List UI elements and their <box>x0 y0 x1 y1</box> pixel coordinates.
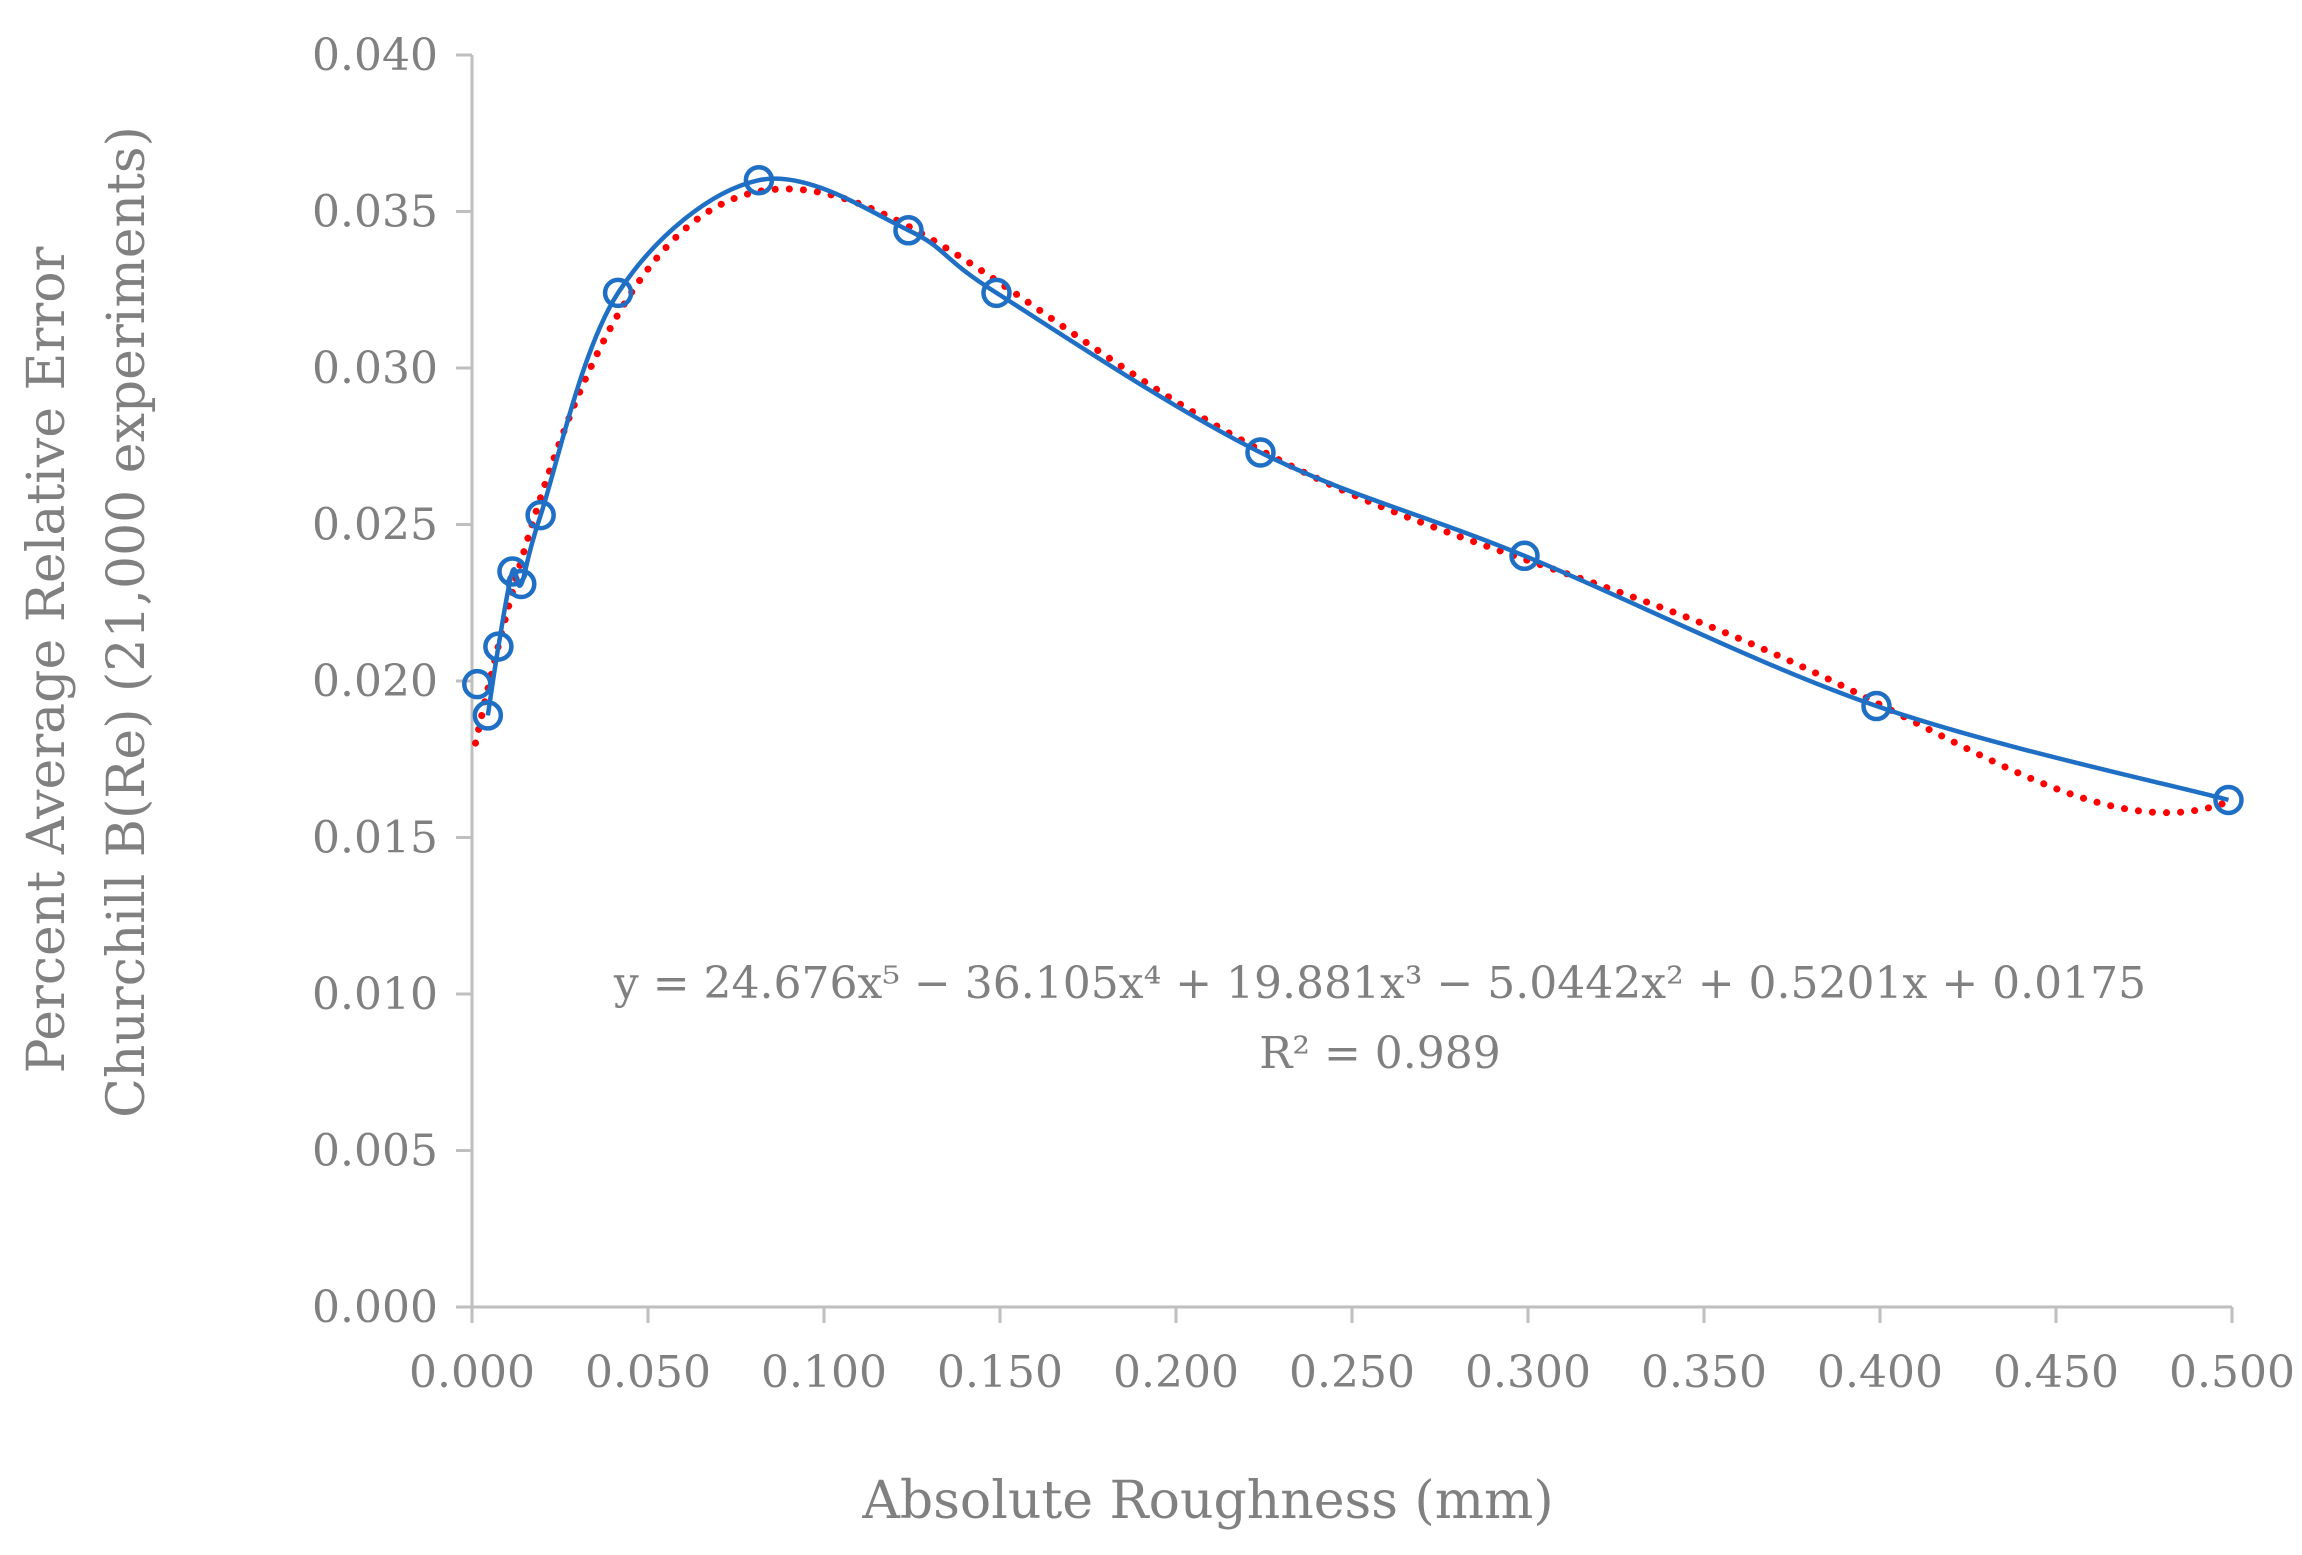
series-line <box>485 176 2230 803</box>
y-tick-label: 0.040 <box>312 30 438 81</box>
x-axis: 0.000 0.050 0.100 0.150 0.200 0.250 0.300 0.350… <box>409 1305 2295 1398</box>
x-tick-label: 0.350 <box>1641 1347 1767 1398</box>
polynomial-trendline <box>472 185 2232 817</box>
r-squared-label: R² = 0.989 <box>1259 1028 1501 1079</box>
x-tick-label: 0.050 <box>585 1347 711 1398</box>
y-tick-label: 0.025 <box>312 500 438 551</box>
data-point-marker <box>602 277 634 309</box>
data-point-marker <box>981 277 1012 309</box>
data-point-marker <box>472 700 504 731</box>
x-tick-labels: 0.000 0.050 0.100 0.150 0.200 0.250 0.300 0.350… <box>409 1307 2295 1398</box>
x-tick-label: 0.150 <box>937 1347 1063 1398</box>
data-point-marker <box>525 499 556 531</box>
trendline <box>472 185 2232 817</box>
y-axis-title-line-1: Percent Average Relative Error <box>17 246 77 1073</box>
x-tick-label: 0.100 <box>761 1347 887 1398</box>
data-point-marker <box>1861 690 1892 722</box>
data-point-marker <box>506 568 537 600</box>
x-tick-label: 0.250 <box>1289 1347 1415 1398</box>
y-axis: 0.000 0.005 0.010 0.015 0.020 0.025 0.030 0.035… <box>312 30 474 1333</box>
x-tick-label: 0.200 <box>1113 1347 1239 1398</box>
y-tick-label: 0.015 <box>312 813 438 864</box>
y-tick-labels: 0.000 0.005 0.010 0.015 0.020 0.025 0.030 0.035… <box>312 30 472 1333</box>
y-tick-label: 0.010 <box>312 969 438 1020</box>
data-point-marker <box>1245 437 1276 468</box>
x-tick-label: 0.500 <box>2169 1347 2295 1398</box>
y-axis-title-line-2: Churchill B(Re) (21,000 experiments) <box>97 126 157 1118</box>
data-point-marker <box>483 631 514 662</box>
data-point-marker <box>2213 784 2244 816</box>
data-point-marker <box>462 668 493 700</box>
x-tick-label: 0.450 <box>1993 1347 2119 1398</box>
trendline-equation: y = 24.676x⁵ − 36.105x⁴ + 19.881x³ − 5.0… <box>613 958 2146 1009</box>
x-axis-title: Absolute Roughness (mm) <box>861 1471 1553 1531</box>
data-point-marker <box>1509 540 1540 572</box>
x-tick-label: 0.000 <box>409 1347 535 1398</box>
y-tick-label: 0.000 <box>312 1282 438 1333</box>
y-tick-label: 0.035 <box>312 187 438 238</box>
y-tick-label: 0.005 <box>312 1126 438 1177</box>
x-tick-label: 0.400 <box>1817 1347 1943 1398</box>
data-series <box>462 164 2244 816</box>
y-tick-label: 0.030 <box>312 343 438 394</box>
x-tick-label: 0.300 <box>1465 1347 1591 1398</box>
data-point-marker <box>743 164 775 196</box>
data-point-marker <box>893 215 924 246</box>
y-tick-label: 0.020 <box>312 656 438 707</box>
